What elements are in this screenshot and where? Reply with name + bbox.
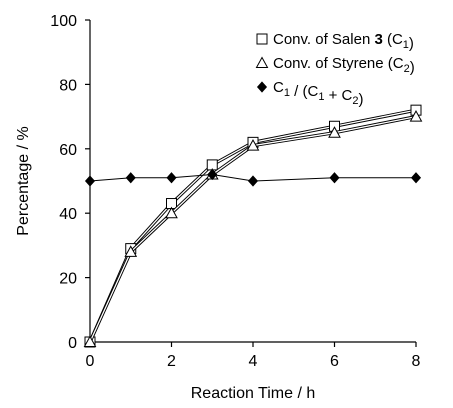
y-axis-label: Percentage / % bbox=[15, 126, 32, 235]
y-tick-label: 60 bbox=[59, 142, 77, 159]
legend-marker bbox=[256, 33, 268, 45]
series-layer bbox=[83, 104, 423, 348]
x-tick-label: 0 bbox=[86, 353, 95, 370]
data-point bbox=[166, 172, 177, 184]
x-tick-label: 4 bbox=[249, 353, 258, 370]
y-ticks: 0 20 40 60 80 100 bbox=[50, 13, 90, 352]
x-ticks: 0 2 4 6 8 bbox=[86, 342, 421, 370]
data-point bbox=[83, 335, 97, 347]
series-selectivity-ratio bbox=[84, 168, 422, 187]
x-axis-label: Reaction Time / h bbox=[191, 385, 316, 402]
legend-marker bbox=[255, 56, 269, 68]
data-point bbox=[84, 175, 96, 187]
data-point bbox=[409, 110, 423, 122]
data-point bbox=[328, 126, 341, 138]
y-tick-label: 100 bbox=[50, 13, 77, 30]
legend-label: C1 / (C1 + C2) bbox=[273, 79, 364, 108]
y-tick-label: 0 bbox=[68, 335, 77, 352]
legend-item-selectivity-ratio: C1 / (C1 + C2) bbox=[256, 79, 364, 108]
x-tick-label: 2 bbox=[167, 353, 176, 370]
x-tick-label: 8 bbox=[412, 353, 421, 370]
y-tick-label: 40 bbox=[59, 206, 77, 223]
legend-item-salen-conversion: Conv. of Salen 3 (C1) bbox=[256, 31, 414, 52]
data-point bbox=[329, 172, 340, 184]
data-point bbox=[165, 206, 178, 219]
data-point bbox=[207, 168, 218, 181]
legend-item-styrene-conversion: Conv. of Styrene (C2) bbox=[255, 55, 415, 76]
data-point bbox=[124, 245, 138, 257]
x-tick-label: 6 bbox=[330, 353, 339, 370]
legend-label: Conv. of Salen 3 (C1) bbox=[273, 31, 414, 52]
series-styrene-conversion bbox=[83, 110, 423, 347]
data-point bbox=[247, 175, 259, 187]
y-tick-label: 80 bbox=[59, 77, 77, 94]
y-tick-label: 20 bbox=[59, 271, 77, 288]
data-point bbox=[410, 172, 422, 184]
legend-label: Conv. of Styrene (C2) bbox=[273, 55, 415, 76]
data-point bbox=[125, 172, 136, 184]
legend: Conv. of Salen 3 (C1) Conv. of Styrene (C… bbox=[255, 31, 415, 108]
legend-marker bbox=[256, 81, 268, 93]
data-point bbox=[246, 139, 260, 151]
